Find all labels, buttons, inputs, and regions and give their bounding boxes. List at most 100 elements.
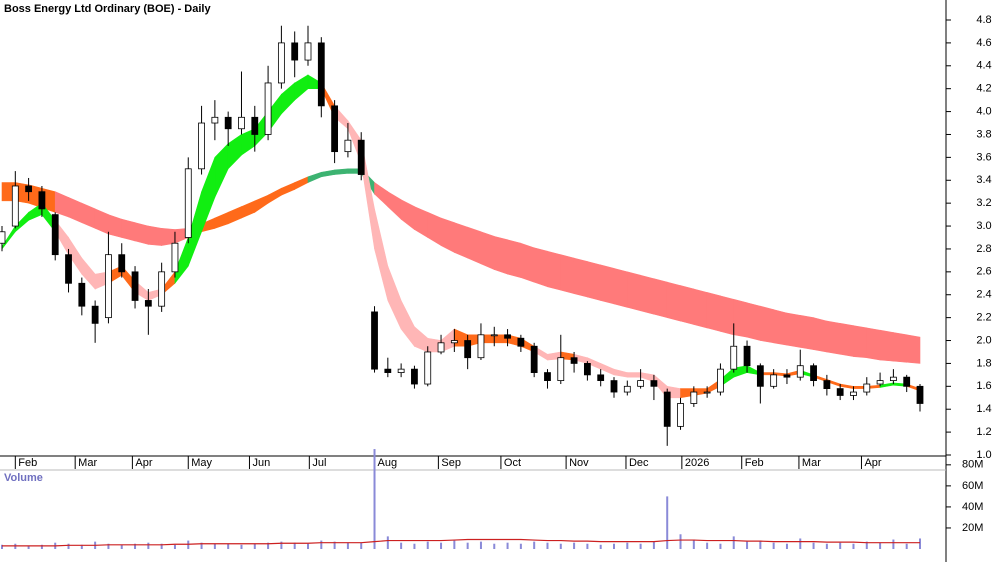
volume-bar [440, 542, 443, 549]
volume-bar [533, 541, 536, 549]
volume-bar [799, 538, 802, 549]
candle-body [610, 380, 618, 393]
volume-bar [200, 542, 203, 549]
candle-body [544, 372, 551, 381]
volume-bar [559, 543, 562, 549]
ribbon-segment [507, 239, 522, 278]
volume-bar [267, 542, 270, 549]
ribbon-segment [680, 285, 695, 325]
volume-bar [466, 542, 469, 549]
volume-bar [280, 541, 283, 549]
volume-bar [333, 541, 336, 549]
y-tick-label: 4.2 [976, 83, 991, 95]
candle-body [38, 191, 46, 210]
volume-bar [27, 545, 30, 549]
ribbon-segment [839, 322, 854, 357]
candle-body [823, 380, 831, 390]
x-tick-label: Feb [18, 457, 37, 469]
candle-body [384, 368, 392, 373]
volume-bar [613, 543, 615, 549]
candle-body [876, 380, 884, 385]
candle-body [171, 242, 179, 273]
volume-bar [706, 542, 709, 549]
volume-bar [772, 542, 775, 549]
candle-body [703, 391, 711, 394]
ribbon-segment [627, 271, 641, 312]
ribbon-segment [693, 288, 708, 329]
candle-body [557, 357, 565, 381]
x-tick-label: Mar [78, 457, 97, 469]
candle-body [903, 376, 911, 387]
y-tick-label: 3.4 [976, 174, 991, 186]
candle-body [397, 368, 405, 373]
volume-bar [1, 544, 3, 549]
ribbon-segment [746, 302, 761, 341]
y-tick-label: 3.6 [976, 151, 991, 163]
ribbon-segment [786, 312, 801, 348]
ribbon-segment [573, 257, 588, 298]
volume-bar [732, 536, 735, 549]
volume-bar [240, 544, 243, 549]
candle-body [331, 105, 339, 153]
ribbon-segment [640, 274, 655, 315]
candle-body [131, 271, 139, 301]
volume-bar [626, 542, 629, 549]
volume-bar [586, 543, 589, 549]
x-tick-label: Sep [441, 457, 461, 469]
y-tick-label: 1.2 [976, 426, 991, 438]
volume-bar [293, 542, 296, 549]
volume-y-tick-label: 60M [962, 480, 983, 492]
ribbon-segment [560, 254, 575, 294]
ribbon-segment [853, 325, 868, 359]
volume-bar [307, 543, 309, 549]
y-tick-label: 2.4 [976, 289, 991, 301]
volume-bar [919, 538, 921, 549]
candle-body [889, 376, 897, 381]
ribbon-segment [547, 250, 562, 291]
volume-bar [479, 541, 482, 549]
candle-body [490, 334, 498, 337]
x-tick-label: Apr [864, 457, 881, 469]
ribbon-segment [334, 168, 349, 175]
volume-bar [40, 544, 43, 549]
candle-body [264, 82, 272, 135]
x-tick-label: Apr [135, 457, 152, 469]
volume-bar [785, 543, 788, 549]
volume-bar [599, 544, 602, 549]
candle-body [517, 337, 525, 347]
x-tick-label: Feb [745, 457, 764, 469]
y-tick-label: 4.4 [976, 60, 991, 72]
ribbon-segment [813, 317, 828, 353]
volume-bar [573, 542, 576, 549]
volume-bar [453, 540, 456, 549]
ribbon-segment [520, 242, 535, 283]
candle-body [344, 139, 352, 153]
candle-body [277, 42, 285, 84]
y-tick-label: 1.0 [976, 449, 991, 461]
candle-body [224, 116, 232, 130]
volume-bar [493, 543, 496, 549]
candle-body [916, 385, 924, 404]
candle-body [743, 345, 751, 367]
volume-bar [759, 540, 762, 549]
volume-bar [413, 543, 416, 549]
candle-body [118, 254, 126, 273]
volume-bar [719, 543, 722, 549]
candle-body [863, 383, 871, 393]
volume-bar [652, 541, 655, 549]
ribbon-segment [613, 268, 628, 308]
y-tick-label: 3.8 [976, 128, 991, 140]
x-tick-label: Dec [629, 457, 649, 469]
ribbon-segment [480, 231, 495, 271]
candle-body [504, 334, 511, 339]
volume-bar [546, 542, 549, 549]
ribbon-segment [799, 314, 814, 351]
ribbon-segment [121, 218, 136, 242]
ribbon-segment [879, 329, 894, 362]
candle-body [105, 254, 112, 319]
candle-body [783, 374, 791, 378]
volume-y-tick-label: 80M [962, 459, 983, 471]
ribbon-segment [653, 278, 668, 319]
